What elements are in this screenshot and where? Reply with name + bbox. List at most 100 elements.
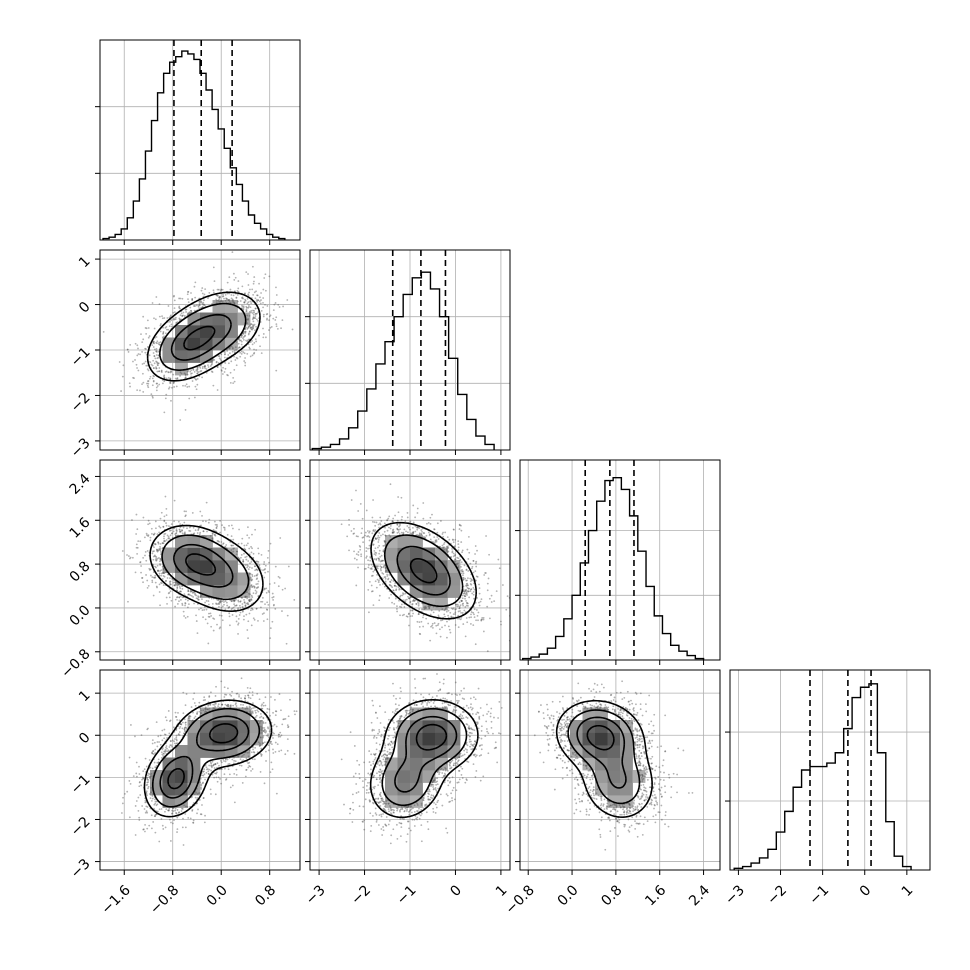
- pair-3-2-point: [581, 794, 584, 796]
- pair-1-0-point: [167, 371, 170, 374]
- pair-3-0-point: [171, 807, 174, 809]
- pair-3-0-point: [121, 802, 124, 805]
- pair-2-1-point: [411, 526, 414, 529]
- pair-3-0-point: [280, 734, 283, 737]
- pair-2-1-point: [475, 609, 478, 611]
- pair-3-1-point: [420, 840, 423, 843]
- pair-3-1-point: [354, 772, 357, 775]
- pair-3-1-point: [340, 758, 343, 761]
- pair-1-0-point: [195, 378, 197, 381]
- pair-3-1-point: [410, 805, 413, 808]
- pair-3-1-point: [458, 756, 460, 759]
- pair-3-0-point: [264, 722, 267, 724]
- pair-2-0-point: [151, 579, 154, 582]
- pair-1-0-point: [244, 292, 246, 295]
- pair-3-2-point: [636, 728, 638, 731]
- pair-3-2-point: [640, 769, 642, 772]
- pair-3-1-point: [486, 730, 489, 733]
- pair-2-1-point: [414, 530, 417, 533]
- pair-2-0-point: [160, 582, 163, 585]
- pair-3-1-point: [390, 741, 393, 744]
- pair-3-1-point: [373, 729, 375, 732]
- pair-3-2-point: [546, 708, 549, 711]
- pair-3-1-point: [374, 812, 377, 815]
- pair-1-0-point: [252, 293, 255, 296]
- pair-2-1-point: [376, 578, 379, 581]
- pair-3-1-point: [393, 712, 396, 715]
- pair-3-0-point: [175, 734, 178, 737]
- pair-2-1-point: [467, 535, 470, 538]
- pair-3-0-point: [214, 772, 216, 775]
- pair-3-1-point: [384, 763, 387, 765]
- pair-3-0-point: [203, 773, 206, 776]
- pair-3-0-point: [187, 718, 190, 721]
- pair-2-1-point: [513, 594, 515, 596]
- pair-3-1-point: [468, 735, 471, 738]
- pair-2-1-point: [401, 515, 403, 518]
- pair-3-2-point: [606, 802, 609, 805]
- pair-3-1-point: [428, 798, 431, 801]
- pair-1-0-point: [248, 346, 251, 349]
- pair-2-1-point: [472, 586, 475, 589]
- pair-3-1-point: [459, 715, 461, 718]
- pair-2-1-point: [391, 520, 394, 523]
- pair-2-0-point: [161, 542, 164, 545]
- pair-2-1-density-bin: [422, 560, 436, 573]
- pair-2-0-point: [232, 548, 235, 550]
- pair-2-0-point: [170, 532, 173, 535]
- pair-3-1-point: [437, 664, 439, 666]
- pair-2-1-point: [396, 528, 399, 531]
- pair-2-1-point: [368, 539, 371, 542]
- pair-2-1-point: [416, 620, 419, 623]
- pair-3-0-point: [238, 764, 241, 767]
- pair-2-0-point: [157, 570, 159, 573]
- pair-1-0-point: [132, 360, 134, 363]
- pair-3-2-point: [639, 743, 642, 746]
- pair-3-0-point: [240, 697, 242, 700]
- pair-3-2-point: [627, 722, 630, 725]
- pair-2-0-point: [250, 599, 253, 602]
- pair-1-0-point: [163, 411, 166, 414]
- pair-3-0-point: [227, 705, 229, 708]
- pair-3-2-point: [608, 805, 611, 808]
- pair-2-0-point: [244, 556, 247, 559]
- pair-1-0-point: [227, 362, 230, 365]
- pair-3-0-point: [212, 703, 215, 706]
- pair-2-1-point: [382, 549, 385, 552]
- pair-2-1-point: [416, 533, 418, 536]
- pair-2-1-point: [378, 558, 381, 561]
- pair-2-1-point: [374, 529, 377, 532]
- pair-1-0-point: [155, 347, 158, 350]
- pair-1-0-point: [221, 300, 224, 303]
- pair-2-1-point: [472, 611, 475, 614]
- pair-2-0-point: [195, 620, 198, 622]
- pair-3-2-point: [573, 812, 576, 815]
- pair-3-0-point: [262, 722, 265, 725]
- pair-1-0-point: [203, 366, 206, 368]
- pair-3-1-point: [410, 706, 412, 709]
- pair-2-1-point: [464, 589, 467, 592]
- pair-2-1-point: [442, 543, 445, 546]
- pair-2-1-point: [374, 580, 377, 583]
- pair-1-0-point: [249, 355, 252, 358]
- pair-3-1-point: [382, 803, 385, 805]
- pair-1-0-point: [268, 315, 271, 318]
- pair-2-0-point: [228, 612, 231, 615]
- pair-3-1-point: [489, 715, 492, 718]
- pair-1-0-point: [229, 301, 232, 304]
- pair-2-1-point: [500, 623, 502, 626]
- pair-2-1-point: [417, 613, 420, 616]
- pair-2-0-point: [206, 530, 208, 533]
- pair-3-1-point: [370, 768, 372, 771]
- pair-2-1-point: [462, 604, 464, 607]
- pair-2-1-point: [461, 603, 464, 606]
- pair-2-1-point: [359, 548, 362, 551]
- pair-3-2-point: [646, 736, 649, 739]
- pair-1-0-point: [186, 373, 189, 376]
- pair-3-2-point: [540, 704, 542, 706]
- pair-3-0-point: [183, 718, 186, 721]
- pair-2-0-point: [241, 596, 243, 599]
- pair-2-1-point: [472, 571, 475, 574]
- pair-1-0-point: [220, 370, 223, 372]
- pair-1-0-point: [187, 298, 189, 301]
